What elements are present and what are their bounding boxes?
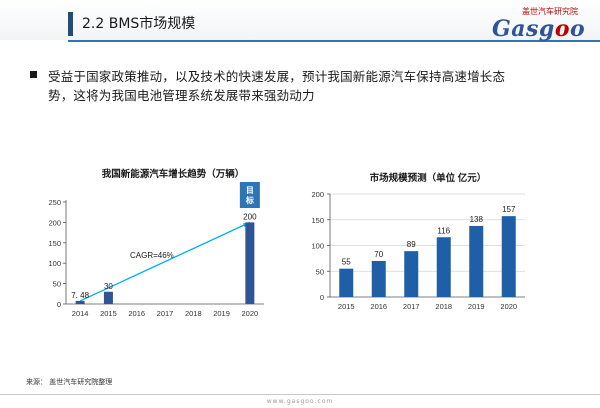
y-tick-label: 200: [48, 218, 61, 227]
data-label-2014: 7. 48: [71, 291, 89, 300]
bullet-square-icon: [30, 71, 37, 78]
source-note: 来源： 盖世汽车研究院整理: [26, 378, 113, 386]
market-size-chart: 市场规模预测（单位 亿元） 0 50 100 150 200 55 2015 70 2016 89 2…: [311, 172, 525, 311]
x-tick-label: 2017: [403, 302, 420, 311]
x-tick-label: 2018: [435, 302, 452, 311]
target-callout: 目标: [239, 182, 260, 208]
bar-2015: [103, 291, 113, 304]
y-tick-label: 150: [311, 216, 324, 225]
x-tick-label: 2016: [370, 302, 387, 311]
target-label-char: 目: [246, 186, 254, 195]
bar-2019: [469, 225, 484, 297]
ev-growth-chart: 我国新能源汽车增长趋势（万辆） 0 50 100 150 200 250 2014 2015 20…: [48, 168, 264, 318]
data-label-2020: 157: [502, 205, 516, 214]
chart-title: 市场规模预测（单位 亿元）: [370, 172, 487, 184]
bar-2020: [501, 216, 516, 297]
bullet-text-line-2: 势，这将为我国电池管理系统发展带来强劲动力: [48, 88, 315, 103]
x-tick-label: 2018: [185, 309, 202, 318]
x-tick-label: 2020: [500, 302, 517, 311]
bullet-text-line-1: 受益于国家政策推动，以及技术的快速发展，预计我国新能源汽车保持高速增长态: [48, 69, 506, 84]
data-label-2019: 138: [470, 215, 484, 224]
data-label-2015: 30: [104, 282, 113, 291]
header-bar: [0, 0, 600, 40]
footer-divider: [0, 394, 600, 395]
x-tick-label: 2015: [100, 309, 117, 318]
cagr-annotation: CAGR=46%: [130, 251, 174, 260]
data-label-2016: 70: [374, 250, 383, 259]
bar-2015: [339, 268, 354, 297]
x-tick-label: 2019: [468, 302, 485, 311]
y-tick-label: 100: [48, 259, 61, 268]
trend-line: [79, 221, 251, 302]
target-label-char: 标: [245, 195, 254, 205]
brand-name-cn: 盖世汽车研究院: [522, 7, 578, 16]
y-tick-label: 0: [320, 293, 324, 302]
data-label-2020: 200: [243, 212, 257, 221]
y-tick-label: 150: [48, 239, 61, 248]
x-tick-label: 2015: [338, 302, 355, 311]
x-tick-label: 2016: [128, 309, 145, 318]
x-tick-label: 2019: [213, 309, 230, 318]
y-tick-label: 200: [311, 190, 324, 199]
x-tick-label: 2017: [157, 309, 174, 318]
title-accent-bar: [68, 12, 73, 36]
y-tick-label: 250: [48, 198, 61, 207]
bar-2020: [245, 222, 255, 304]
x-tick-label: 2014: [72, 309, 89, 318]
data-label-2018: 116: [437, 226, 450, 235]
gasgoo-logo: Gasgoo: [492, 16, 586, 42]
bar-2016: [371, 260, 386, 297]
chart-title: 我国新能源汽车增长趋势（万辆）: [102, 168, 245, 180]
y-tick-label: 50: [53, 280, 61, 289]
page-title: 2.2 BMS市场规模: [82, 16, 196, 32]
bar-2017: [404, 251, 419, 297]
data-label-2015: 55: [342, 258, 351, 267]
target-box: [239, 182, 260, 208]
footer-url: www.gasgoo.com: [266, 398, 334, 405]
data-label-2017: 89: [407, 240, 416, 249]
y-tick-label: 50: [316, 267, 324, 276]
bar-2014: [75, 300, 85, 304]
x-tick-label: 2020: [242, 309, 259, 318]
y-tick-label: 0: [57, 300, 61, 309]
header-divider: [68, 40, 600, 42]
y-tick-label: 100: [311, 242, 324, 251]
bar-2018: [436, 237, 451, 297]
